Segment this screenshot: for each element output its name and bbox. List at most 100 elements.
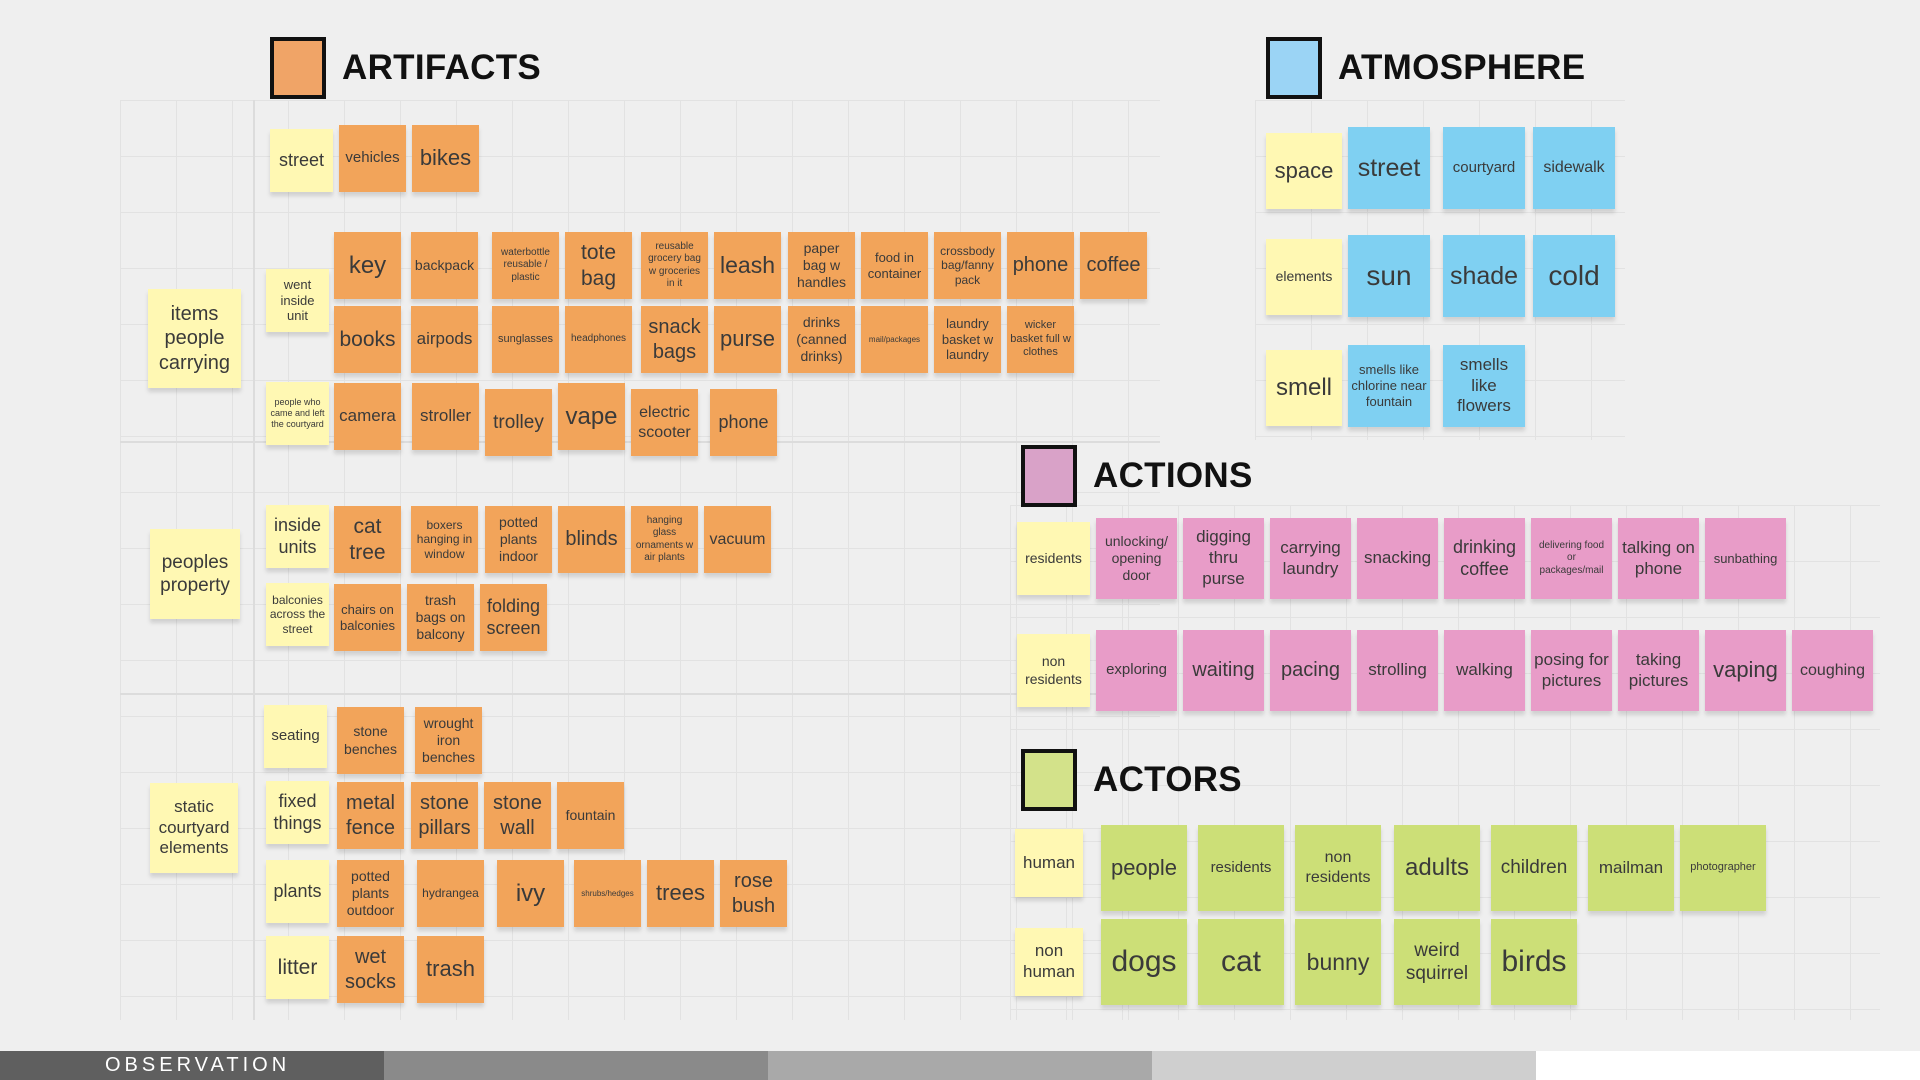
subcategory-note-plants[interactable]: plants [266,860,329,923]
subcategory-note-residents[interactable]: residents [1017,522,1090,595]
artifact-note[interactable]: purse [714,306,781,373]
artifact-note[interactable]: shrubs/hedges [574,860,641,927]
subcategory-note-fixed-things[interactable]: fixed things [266,781,329,844]
actor-note[interactable]: children [1491,825,1577,911]
subcategory-note-non-human[interactable]: non human [1015,928,1083,996]
artifact-note[interactable]: vacuum [704,506,771,573]
subcategory-note-went-inside-unit[interactable]: went inside unit [266,269,329,332]
atmosphere-note[interactable]: cold [1533,235,1615,317]
artifact-note[interactable]: trash bags on balcony [407,584,474,651]
action-note[interactable]: posing for pictures [1531,630,1612,711]
artifact-note[interactable]: coffee [1080,232,1147,299]
category-note-peoples-property[interactable]: peoples property [150,529,240,619]
action-note[interactable]: exploring [1096,630,1177,711]
artifact-note[interactable]: paper bag w handles [788,232,855,299]
artifact-note[interactable]: trolley [485,389,552,456]
action-note[interactable]: waiting [1183,630,1264,711]
artifact-note[interactable]: headphones [565,306,632,373]
subcategory-note-human[interactable]: human [1015,829,1083,897]
subcategory-note-smell[interactable]: smell [1266,350,1342,426]
artifact-note[interactable]: snack bags [641,306,708,373]
atmosphere-note[interactable]: smells like flowers [1443,345,1525,427]
atmosphere-note[interactable]: courtyard [1443,127,1525,209]
action-note[interactable]: delivering food or packages/mail [1531,518,1612,599]
category-note-static-courtyard-elements[interactable]: static courtyard elements [150,783,238,873]
action-note[interactable]: talking on phone [1618,518,1699,599]
artifact-note[interactable]: wrought iron benches [415,707,482,774]
artifact-note[interactable]: stone benches [337,707,404,774]
artifact-note[interactable]: bikes [412,125,479,192]
artifact-note[interactable]: fountain [557,782,624,849]
actor-note[interactable]: mailman [1588,825,1674,911]
subcategory-note-elements[interactable]: elements [1266,239,1342,315]
artifact-note[interactable]: stroller [412,383,479,450]
artifact-note[interactable]: reusable grocery bag w groceries in it [641,232,708,299]
artifact-note[interactable]: potted plants outdoor [337,860,404,927]
artifact-note[interactable]: laundry basket w laundry [934,306,1001,373]
artifact-note[interactable]: phone [1007,232,1074,299]
action-note[interactable]: taking pictures [1618,630,1699,711]
atmosphere-note[interactable]: sidewalk [1533,127,1615,209]
action-note[interactable]: digging thru purse [1183,518,1264,599]
actor-note[interactable]: people [1101,825,1187,911]
action-note[interactable]: sunbathing [1705,518,1786,599]
artifact-note[interactable]: electric scooter [631,389,698,456]
subcategory-note-seating[interactable]: seating [264,705,327,768]
action-note[interactable]: carrying laundry [1270,518,1351,599]
artifact-note[interactable]: key [334,232,401,299]
artifact-note[interactable]: hydrangea [417,860,484,927]
actor-note[interactable]: residents [1198,825,1284,911]
artifact-note[interactable]: stone pillars [411,782,478,849]
artifact-note[interactable]: rose bush [720,860,787,927]
artifact-note[interactable]: backpack [411,232,478,299]
artifact-note[interactable]: crossbody bag/fanny pack [934,232,1001,299]
category-note-items-people-carrying[interactable]: items people carrying [148,289,241,388]
artifact-note[interactable]: mail/packages [861,306,928,373]
artifact-note[interactable]: trash [417,936,484,1003]
actor-note[interactable]: weird squirrel [1394,919,1480,1005]
action-note[interactable]: walking [1444,630,1525,711]
artifact-note[interactable]: folding screen [480,584,547,651]
artifact-note[interactable]: airpods [411,306,478,373]
artifact-note[interactable]: potted plants indoor [485,506,552,573]
artifact-note[interactable]: chairs on balconies [334,584,401,651]
artifact-note[interactable]: books [334,306,401,373]
atmosphere-note[interactable]: street [1348,127,1430,209]
artifact-note[interactable]: tote bag [565,232,632,299]
subcategory-note-people-who-came-and-left[interactable]: people who came and left the courtyard [266,382,329,445]
artifact-note[interactable]: sunglasses [492,306,559,373]
actor-note[interactable]: photographer [1680,825,1766,911]
atmosphere-note[interactable]: shade [1443,235,1525,317]
artifact-note[interactable]: wicker basket full w clothes [1007,306,1074,373]
action-note[interactable]: vaping [1705,630,1786,711]
subcategory-note-balconies[interactable]: balconies across the street [266,583,329,646]
artifact-note[interactable]: phone [710,389,777,456]
artifact-note[interactable]: vehicles [339,125,406,192]
artifact-note[interactable]: cat tree [334,506,401,573]
artifact-note[interactable]: vape [558,383,625,450]
action-note[interactable]: coughing [1792,630,1873,711]
action-note[interactable]: pacing [1270,630,1351,711]
actor-note[interactable]: cat [1198,919,1284,1005]
action-note[interactable]: unlocking/ opening door [1096,518,1177,599]
artifact-note[interactable]: stone wall [484,782,551,849]
actor-note[interactable]: bunny [1295,919,1381,1005]
artifact-note[interactable]: boxers hanging in window [411,506,478,573]
subcategory-note-litter[interactable]: litter [266,936,329,999]
artifact-note[interactable]: drinks (canned drinks) [788,306,855,373]
artifact-note[interactable]: food in container [861,232,928,299]
actor-note[interactable]: dogs [1101,919,1187,1005]
subcategory-note-inside-units[interactable]: inside units [266,505,329,568]
artifact-note[interactable]: camera [334,383,401,450]
atmosphere-note[interactable]: sun [1348,235,1430,317]
artifact-note[interactable]: waterbottle reusable / plastic [492,232,559,299]
artifact-note[interactable]: hanging glass ornaments w air plants [631,506,698,573]
atmosphere-note[interactable]: smells like chlorine near fountain [1348,345,1430,427]
subcategory-note-space[interactable]: space [1266,133,1342,209]
subcategory-note-non-residents[interactable]: non residents [1017,634,1090,707]
action-note[interactable]: strolling [1357,630,1438,711]
artifact-note[interactable]: trees [647,860,714,927]
actor-note[interactable]: adults [1394,825,1480,911]
artifact-note[interactable]: leash [714,232,781,299]
artifact-note[interactable]: ivy [497,860,564,927]
